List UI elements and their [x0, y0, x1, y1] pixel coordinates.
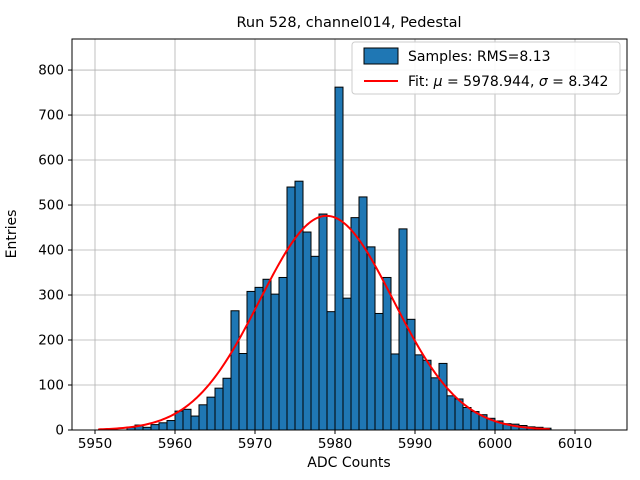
histogram-bar [390, 353, 400, 431]
axes-spines [71, 38, 628, 431]
histogram-bar [150, 424, 160, 431]
axis-ticks: 5950 5960 5970 5980 5990 6000 6010 0 100 200 300 40… [38, 63, 592, 452]
x-tick-label: 5980 [318, 436, 352, 452]
histogram-bar [318, 213, 328, 431]
histogram-bar [166, 420, 176, 431]
y-tick-label: 600 [38, 153, 64, 169]
histogram-bar [198, 404, 208, 431]
histogram-bar [382, 276, 392, 431]
x-tick-label: 5990 [398, 436, 432, 452]
histogram-bar [190, 415, 200, 431]
histogram-bar [462, 407, 472, 431]
histogram-bar [278, 276, 288, 431]
histogram-bar [182, 408, 192, 431]
histogram-bars [126, 86, 552, 431]
y-tick-label: 0 [55, 423, 64, 439]
plot-frame [71, 38, 628, 431]
legend-label: Samples: RMS=8.13 [408, 49, 551, 65]
x-tick-label: 5960 [158, 436, 192, 452]
x-tick-label: 6010 [558, 436, 592, 452]
histogram-bar [398, 228, 408, 431]
y-tick-label: 400 [38, 243, 64, 259]
x-tick-label: 6000 [478, 436, 512, 452]
y-tick-label: 200 [38, 333, 64, 349]
histogram-bar [262, 278, 272, 431]
legend-box [351, 41, 621, 95]
legend: Samples: RMS=8.13 Fit: μ = 5978.944, σ = … [351, 41, 621, 95]
legend-swatch-samples [363, 47, 399, 65]
grid-lines [72, 39, 627, 431]
histogram-bar [294, 180, 304, 431]
histogram-bar [374, 312, 384, 431]
histogram-bar [206, 396, 216, 431]
histogram-bar [230, 310, 240, 431]
histogram-bar [414, 354, 424, 431]
histogram-bar [270, 293, 280, 431]
histogram-bar [350, 217, 360, 431]
histogram-bar [222, 377, 232, 431]
legend-label: Fit: μ = 5978.944, σ = 8.342 [408, 74, 608, 90]
y-tick-label: 700 [38, 108, 64, 124]
y-tick-label: 100 [38, 378, 64, 394]
gaussian-fit-curve [98, 214, 550, 431]
histogram-bar [310, 255, 320, 431]
histogram-bar [366, 246, 376, 431]
histogram-bar [286, 186, 296, 431]
histogram-bar [406, 318, 416, 431]
histogram-bar [214, 387, 224, 431]
histogram-bar [326, 311, 336, 431]
y-tick-label: 300 [38, 288, 64, 304]
x-tick-label: 5950 [78, 436, 112, 452]
histogram-bar [342, 297, 352, 431]
chart-title: Run 528, channel014, Pedestal [236, 15, 461, 31]
x-tick-label: 5970 [238, 436, 272, 452]
y-tick-label: 800 [38, 63, 64, 79]
histogram-bar [238, 353, 248, 431]
histogram-bar [302, 231, 312, 431]
histogram-bar [422, 359, 432, 431]
x-axis-label: ADC Counts [307, 455, 390, 471]
histogram-bar [158, 422, 168, 431]
histogram-bar [430, 377, 440, 431]
y-axis-label: Entries [4, 210, 20, 259]
histogram-bar [334, 86, 344, 431]
y-tick-label: 500 [38, 198, 64, 214]
histogram-bar [446, 395, 456, 431]
histogram-bar [358, 196, 368, 431]
histogram-bar [438, 362, 448, 431]
